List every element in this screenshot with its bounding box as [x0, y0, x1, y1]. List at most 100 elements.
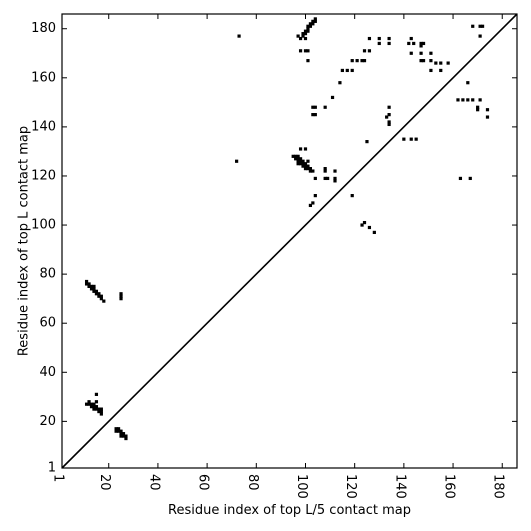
upper-contact-point	[387, 36, 391, 41]
upper-contact-point	[409, 51, 413, 55]
upper-contact-point	[301, 34, 305, 38]
upper-contact-point	[306, 164, 310, 168]
y-tick-label: 100	[31, 218, 56, 233]
x-tick-label: 60	[196, 474, 211, 491]
upper-contact-point	[419, 44, 423, 48]
upper-contact-point	[301, 32, 305, 36]
upper-contact-point	[303, 162, 308, 166]
upper-contact-point	[478, 98, 482, 102]
upper-contact-point	[407, 41, 411, 46]
lower-contact-point	[97, 292, 101, 296]
lower-contact-point	[97, 407, 101, 411]
lower-contact-point	[97, 294, 101, 298]
lower-contact-point	[92, 284, 96, 288]
x-tick-label: 140	[392, 474, 407, 499]
upper-contact-point	[323, 176, 327, 181]
lower-contact-point	[89, 284, 94, 288]
upper-contact-point	[367, 225, 372, 230]
upper-contact-point	[298, 159, 303, 163]
upper-contact-point	[377, 36, 381, 41]
lower-contact-point	[94, 392, 99, 396]
lower-contact-point	[119, 434, 123, 438]
upper-contact-point	[456, 98, 460, 102]
upper-contact-point	[362, 59, 367, 63]
upper-contact-point	[296, 159, 300, 163]
lower-contact-point	[92, 407, 96, 411]
upper-contact-point	[367, 49, 372, 53]
lower-contact-point	[124, 436, 128, 441]
upper-contact-point	[330, 95, 335, 100]
y-tick-label: 120	[31, 168, 56, 183]
upper-contact-point	[476, 105, 480, 109]
upper-contact-point	[480, 24, 485, 28]
upper-contact-point	[434, 61, 438, 65]
upper-contact-point	[298, 36, 303, 41]
upper-contact-point	[471, 98, 475, 102]
upper-contact-point	[333, 169, 337, 173]
upper-contact-point	[313, 19, 317, 23]
upper-contact-point	[308, 24, 313, 28]
lower-contact-point	[121, 434, 126, 438]
upper-contact-point	[340, 68, 344, 73]
upper-contact-point	[421, 59, 426, 63]
upper-contact-point	[301, 159, 305, 163]
lower-contact-point	[119, 297, 123, 301]
x-tick-label: 20	[97, 474, 112, 491]
upper-contact-point	[345, 68, 349, 73]
lower-contact-point	[89, 402, 94, 406]
upper-contact-point	[311, 22, 315, 26]
upper-contact-point	[323, 169, 327, 173]
lower-contact-point	[89, 405, 94, 409]
lower-contact-point	[116, 429, 121, 433]
y-tick-label: 160	[31, 70, 56, 85]
lower-contact-point	[119, 429, 123, 433]
upper-contact-point	[362, 49, 367, 53]
upper-contact-point	[306, 27, 310, 31]
lower-contact-point	[119, 292, 123, 296]
upper-contact-point	[296, 162, 300, 166]
upper-contact-point	[306, 24, 310, 28]
upper-contact-point	[429, 51, 433, 55]
upper-contact-point	[439, 68, 443, 73]
lower-contact-point	[124, 434, 128, 438]
x-tick-label: 100	[294, 474, 309, 499]
upper-contact-point	[308, 22, 313, 26]
y-tick-label: 60	[39, 316, 56, 331]
upper-contact-point	[471, 24, 475, 28]
x-tick-label: 40	[146, 474, 161, 491]
upper-contact-point	[333, 176, 337, 181]
lower-contact-point	[116, 427, 121, 431]
lower-contact-point	[89, 287, 94, 291]
upper-contact-point	[350, 68, 354, 73]
lower-contact-point	[119, 294, 123, 298]
upper-contact-point	[308, 169, 313, 173]
x-tick-label: 80	[245, 474, 260, 491]
upper-contact-point	[476, 108, 480, 112]
upper-contact-point	[412, 41, 416, 46]
upper-contact-point	[303, 36, 308, 41]
lower-contact-point	[99, 407, 103, 411]
upper-contact-point	[311, 19, 315, 23]
upper-contact-point	[377, 41, 381, 46]
lower-contact-point	[99, 297, 103, 301]
upper-contact-point	[298, 157, 303, 161]
upper-contact-point	[409, 36, 413, 41]
upper-contact-point	[414, 137, 418, 141]
upper-contact-point	[294, 154, 298, 158]
upper-contact-point	[387, 120, 391, 124]
lower-contact-point	[84, 282, 89, 286]
upper-contact-point	[294, 157, 298, 161]
upper-contact-point	[306, 59, 310, 63]
upper-contact-point	[303, 147, 308, 151]
upper-contact-point	[372, 230, 376, 235]
upper-contact-point	[466, 81, 470, 85]
y-tick-label: 140	[31, 119, 56, 134]
upper-contact-point	[303, 29, 308, 33]
upper-contact-point	[306, 29, 310, 33]
lower-contact-point	[84, 402, 89, 406]
lower-contact-point	[92, 287, 96, 291]
upper-contact-point	[296, 157, 300, 161]
lower-contact-point	[87, 284, 91, 288]
upper-contact-point	[296, 34, 300, 38]
